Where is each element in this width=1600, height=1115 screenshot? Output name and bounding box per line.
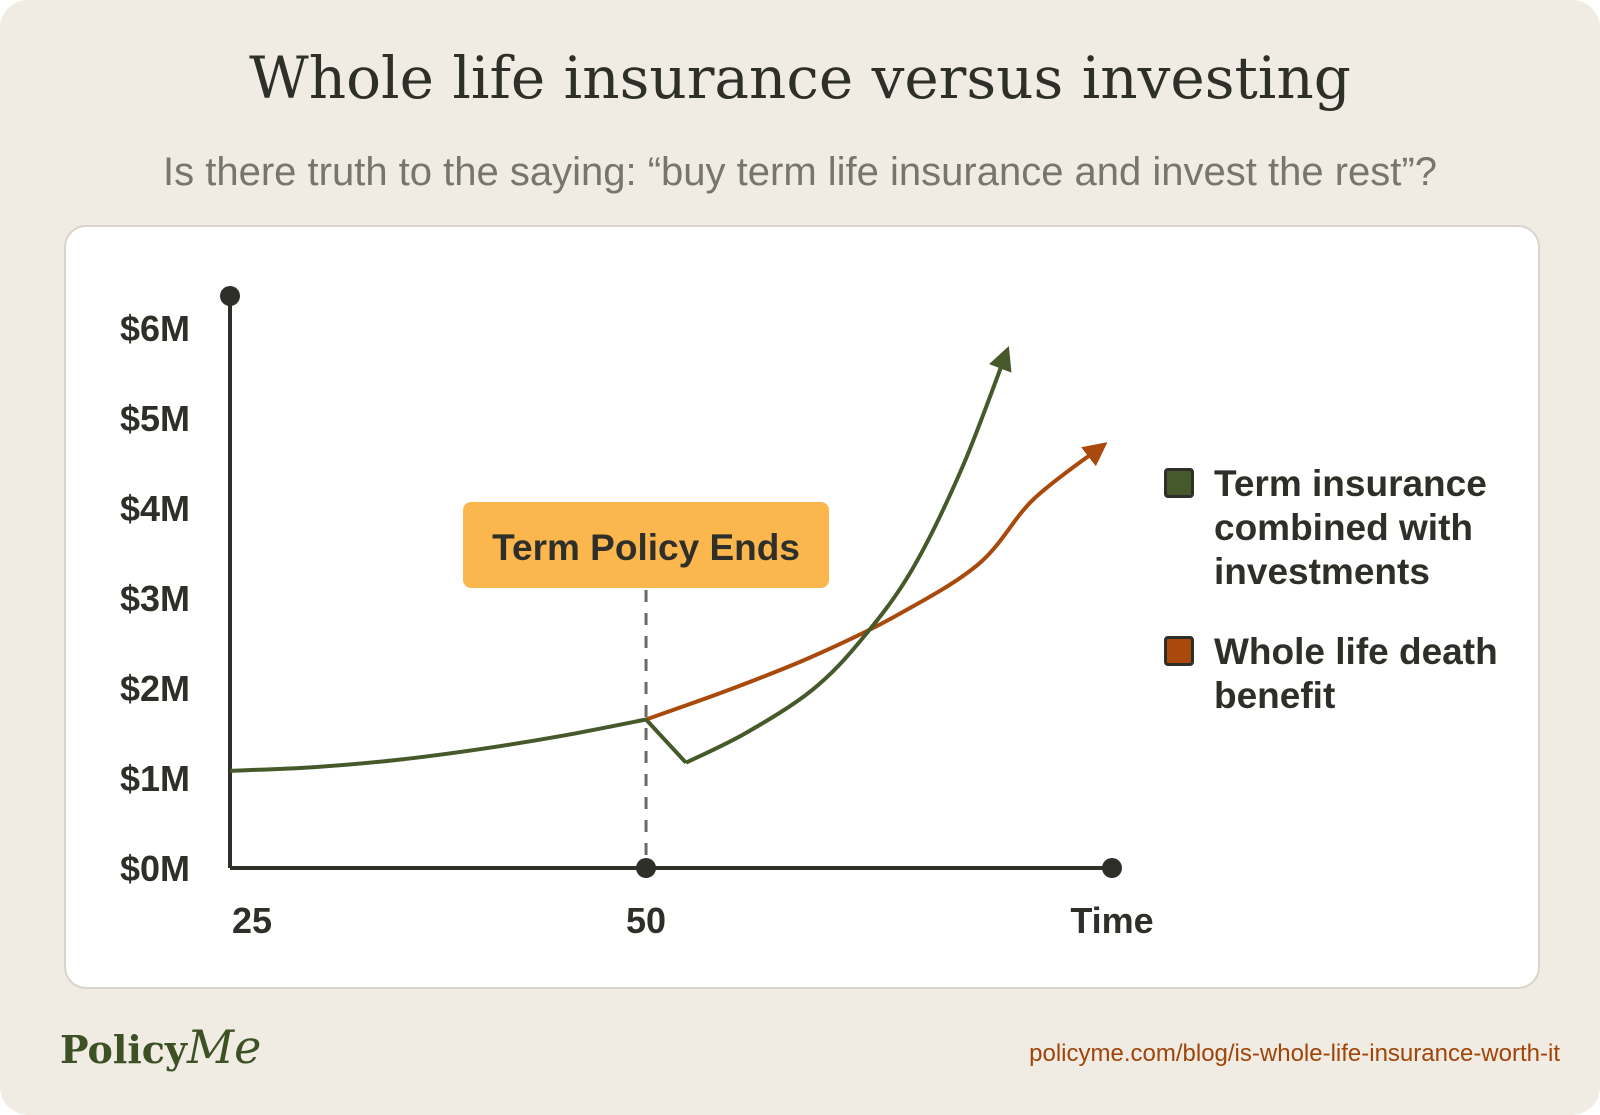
callout-label: Term Policy Ends	[492, 527, 800, 568]
series-line-term-investment	[685, 346, 1012, 765]
logo-main-text: Policy	[60, 1027, 187, 1072]
y-tick-label: $2M	[120, 668, 190, 709]
y-tick-label: $6M	[120, 308, 190, 349]
x-tick-label: 50	[626, 900, 666, 941]
y-tick-label: $1M	[120, 758, 190, 799]
x-tick-label: 25	[232, 900, 272, 941]
legend-item-whole: Whole life death benefit	[1164, 630, 1544, 718]
series-line-whole-life	[645, 442, 1108, 722]
callout-box	[463, 502, 830, 588]
legend-label-whole: Whole life death benefit	[1214, 631, 1498, 716]
x-axis-title: Time	[1070, 900, 1153, 941]
policyme-logo: PolicyMe	[60, 1020, 261, 1074]
legend-item-term: Term insurance combined with investments	[1164, 462, 1544, 594]
legend-label-term: Term insurance combined with investments	[1214, 463, 1487, 592]
y-axis-end-dot	[220, 286, 240, 306]
y-tick-label: $4M	[120, 488, 190, 529]
legend-swatch-whole	[1164, 636, 1194, 666]
term-ends-dot	[636, 858, 657, 878]
chart-card	[64, 225, 1540, 989]
y-tick-label: $5M	[120, 398, 190, 439]
chart-legend: Term insurance combined with investments…	[1164, 462, 1544, 754]
source-url: policyme.com/blog/is-whole-life-insuranc…	[1029, 1040, 1560, 1067]
logo-accent-text: Me	[187, 1020, 262, 1074]
series-line-term-growth	[229, 717, 647, 773]
x-axis-end-dot	[1102, 858, 1122, 878]
y-tick-label: $0M	[120, 848, 190, 889]
legend-swatch-term	[1164, 468, 1194, 498]
page-title: Whole life insurance versus investing	[249, 44, 1351, 112]
y-tick-label: $3M	[120, 578, 190, 619]
series-line-term-drop	[644, 718, 688, 765]
page-subtitle: Is there truth to the saying: “buy term …	[163, 150, 1437, 194]
